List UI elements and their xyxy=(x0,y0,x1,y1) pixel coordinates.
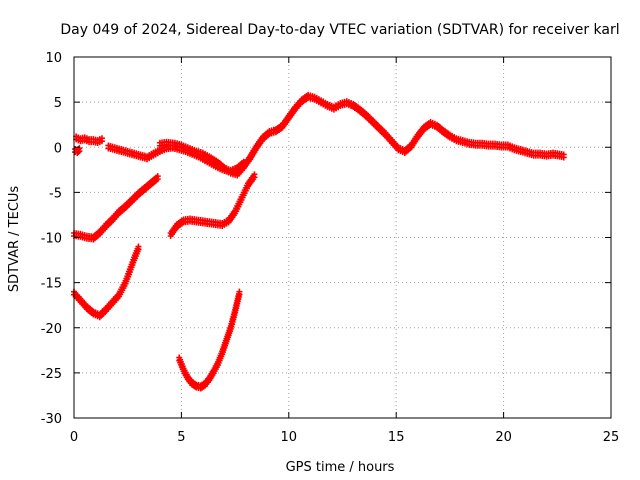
series-arc-a xyxy=(73,133,105,147)
series-arc-c xyxy=(105,142,247,176)
y-tick-label: 5 xyxy=(54,96,62,111)
x-axis-label: GPS time / hours xyxy=(286,460,395,475)
y-tick-label: -20 xyxy=(41,322,62,337)
data-point xyxy=(240,161,247,168)
y-tick-label: 10 xyxy=(45,51,62,66)
series-arc-b xyxy=(72,145,83,156)
chart-title: Day 049 of 2024, Sidereal Day-to-day VTE… xyxy=(60,22,619,38)
y-tick-label: -30 xyxy=(41,412,62,427)
data-point xyxy=(236,291,243,298)
data-point xyxy=(76,148,83,155)
x-tick-label: 25 xyxy=(603,430,620,445)
data-point xyxy=(75,149,82,156)
y-tick-label: -10 xyxy=(41,232,62,247)
data-point xyxy=(560,154,567,161)
axis-ticks: 0 5 10 15 20 25 -30 -25 -20 -15 -10 -5 0 5 10 xyxy=(41,51,620,445)
y-tick-label: -5 xyxy=(49,186,62,201)
x-tick-label: 0 xyxy=(70,430,78,445)
series-arc-e xyxy=(71,243,142,321)
x-tick-label: 20 xyxy=(495,430,512,445)
x-tick-label: 10 xyxy=(281,430,298,445)
data-point xyxy=(251,174,258,181)
series-arc-g xyxy=(176,288,243,392)
data-point xyxy=(154,176,161,183)
y-tick-label: -25 xyxy=(41,367,62,382)
x-tick-label: 15 xyxy=(388,430,405,445)
data-points xyxy=(71,91,567,392)
x-tick-label: 5 xyxy=(177,430,185,445)
y-tick-label: -15 xyxy=(41,277,62,292)
data-point xyxy=(98,138,105,145)
data-point xyxy=(135,246,142,253)
series-arc-f xyxy=(167,171,258,239)
y-axis-label: SDTVAR / TECUs xyxy=(7,186,22,293)
series-arc-d xyxy=(71,173,161,243)
grid-lines xyxy=(74,57,611,418)
y-tick-label: 0 xyxy=(54,141,62,156)
